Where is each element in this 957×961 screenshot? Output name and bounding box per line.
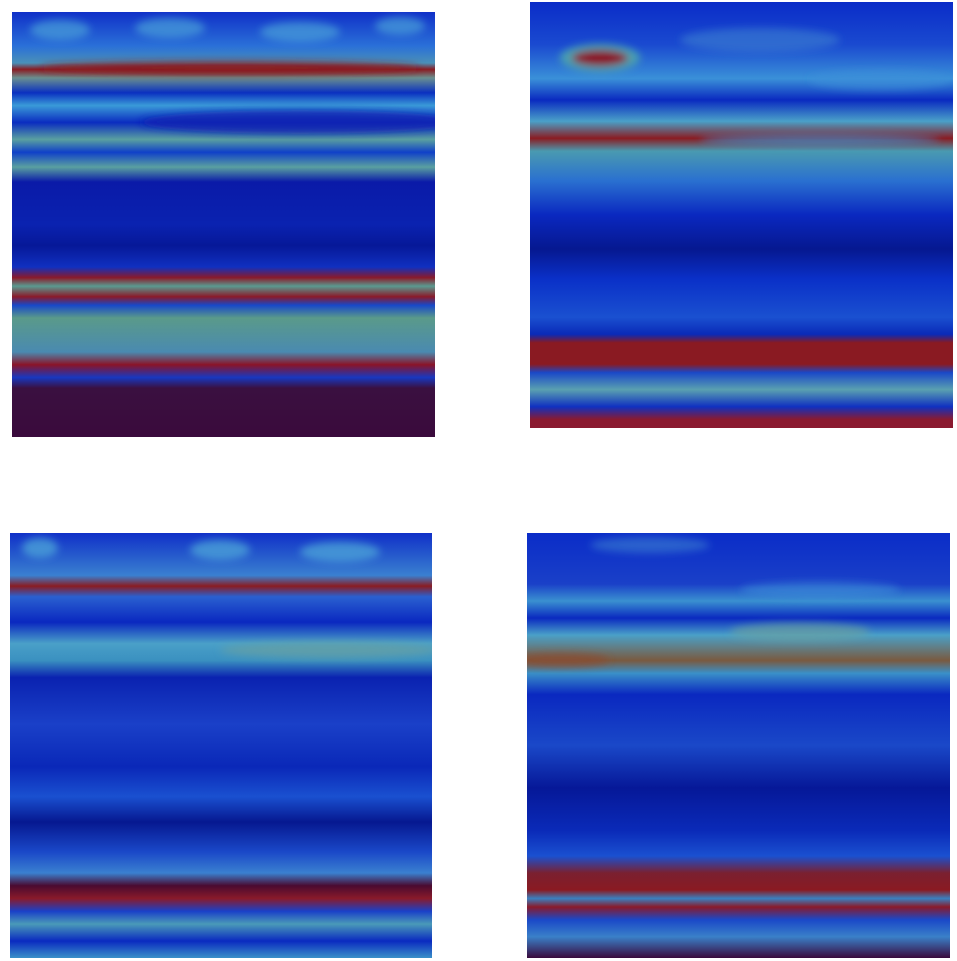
heatmap [527,533,950,958]
heatmap [10,533,432,958]
texture [560,28,950,146]
texture [30,17,435,134]
texture [527,537,900,667]
panel-top-left [12,12,435,437]
panel-top-right [530,2,953,428]
heatmap [12,12,435,437]
panel-bottom-right [527,533,950,958]
texture [22,538,432,658]
panel-bottom-left [10,533,432,958]
